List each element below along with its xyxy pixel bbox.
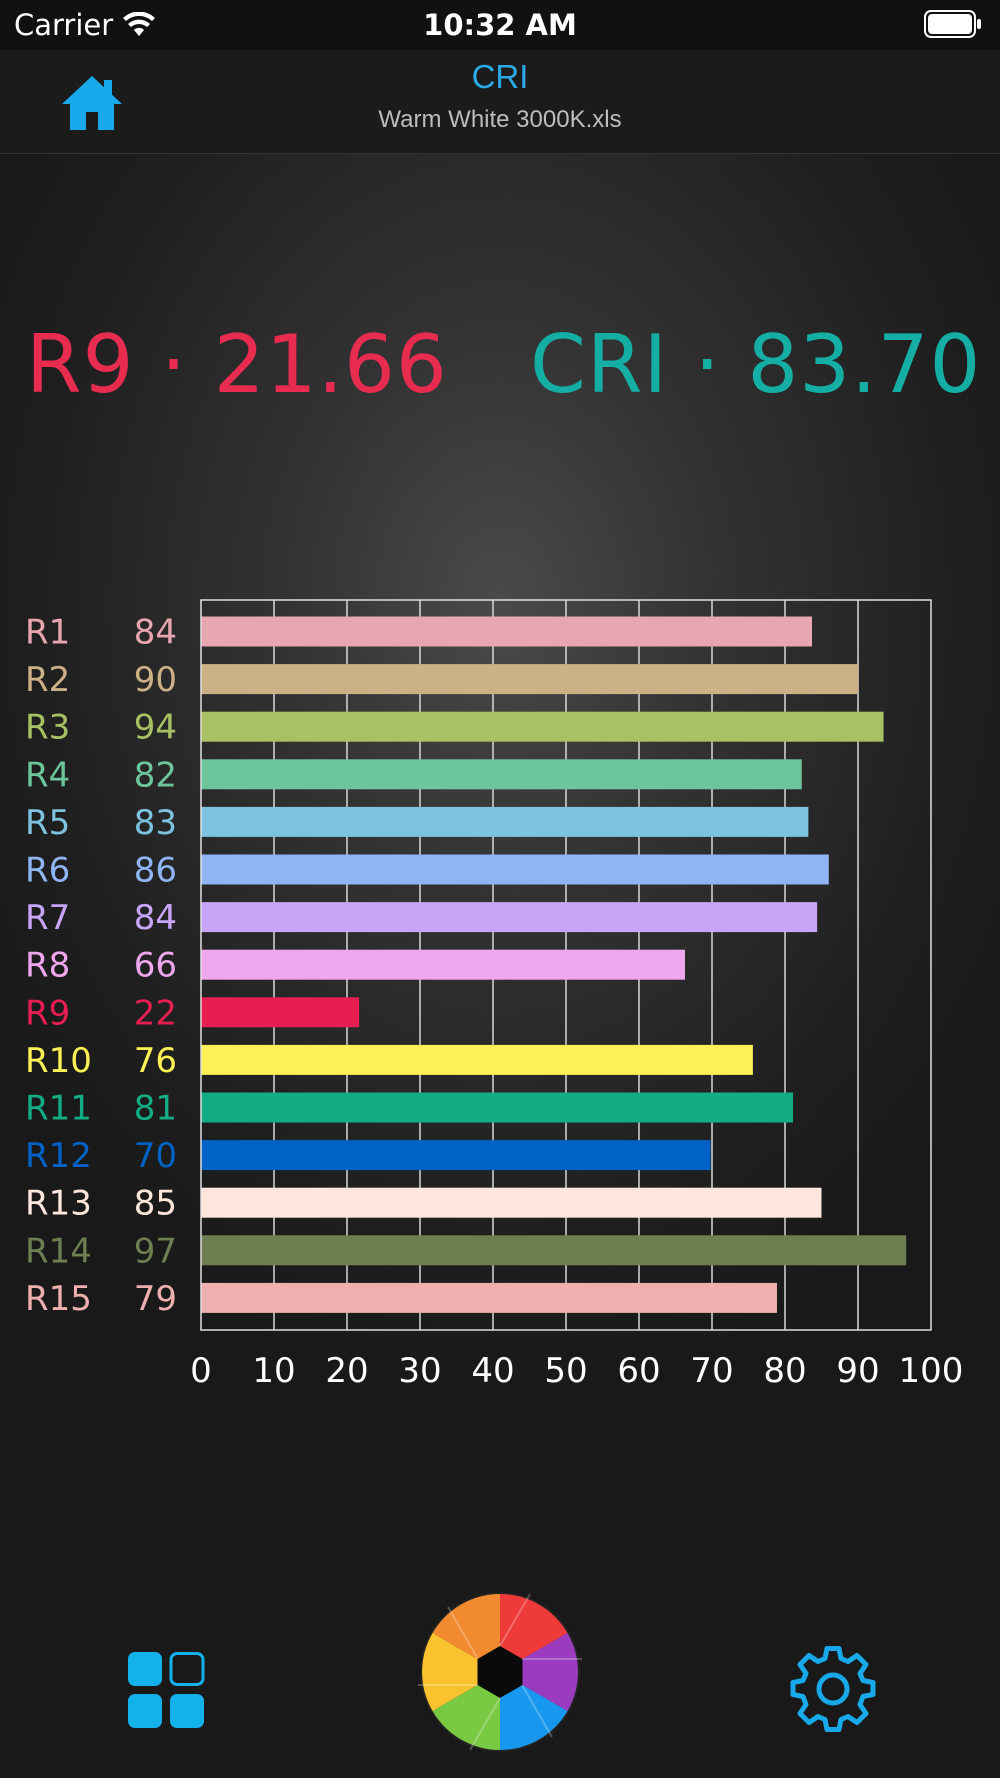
x-tick-90: 90 bbox=[836, 1351, 879, 1390]
category-label-r2: R2 bbox=[25, 660, 70, 700]
camera-shutter-icon[interactable] bbox=[418, 1590, 582, 1754]
x-tick-60: 60 bbox=[617, 1351, 660, 1390]
category-label-r12: R12 bbox=[25, 1136, 92, 1176]
bar-r6 bbox=[201, 854, 829, 885]
cri-bar-chart: R1 84 R2 90 R3 94 R4 82 R5 83 R6 86 R7 84 R8 66 R9 22 R10 7… bbox=[25, 599, 964, 1390]
category-label-r11: R11 bbox=[25, 1089, 92, 1129]
value-label-r9: 22 bbox=[134, 993, 177, 1033]
bar-r7 bbox=[201, 902, 818, 933]
wifi-icon bbox=[123, 12, 155, 36]
category-label-r8: R8 bbox=[25, 946, 70, 986]
cri-summary-separator: · bbox=[694, 318, 721, 411]
category-label-r3: R3 bbox=[25, 708, 70, 748]
plot-frame bbox=[200, 599, 932, 1331]
value-label-r2: 90 bbox=[134, 660, 177, 700]
bar-r4 bbox=[201, 759, 802, 790]
bar-r3 bbox=[201, 711, 884, 742]
category-label-r13: R13 bbox=[25, 1184, 92, 1224]
cri-summary: CRI · 83.70 bbox=[530, 318, 981, 411]
bar-r1 bbox=[201, 616, 813, 647]
r9-summary: R9 · 21.66 bbox=[26, 318, 448, 411]
x-tick-70: 70 bbox=[690, 1351, 733, 1390]
status-bar: Carrier 10:32 AM bbox=[0, 0, 1000, 50]
x-tick-20: 20 bbox=[325, 1351, 368, 1390]
tab-bar bbox=[0, 1570, 1000, 1778]
navigation-bar: CRI Warm White 3000K.xls bbox=[0, 50, 1000, 154]
status-time: 10:32 AM bbox=[423, 8, 577, 42]
category-label-r15: R15 bbox=[25, 1279, 92, 1319]
x-tick-80: 80 bbox=[763, 1351, 806, 1390]
value-label-r6: 86 bbox=[134, 851, 177, 891]
x-tick-30: 30 bbox=[398, 1351, 441, 1390]
value-label-r13: 85 bbox=[134, 1184, 177, 1224]
r9-summary-separator: · bbox=[160, 318, 188, 411]
value-label-r8: 66 bbox=[134, 946, 177, 986]
x-tick-10: 10 bbox=[252, 1351, 295, 1390]
value-label-r11: 81 bbox=[134, 1089, 177, 1129]
x-tick-0: 0 bbox=[190, 1351, 212, 1390]
bar-r11 bbox=[201, 1092, 794, 1123]
bar-r12 bbox=[201, 1140, 711, 1171]
bar-r13 bbox=[201, 1187, 822, 1218]
value-label-r4: 82 bbox=[134, 755, 177, 795]
category-label-r7: R7 bbox=[25, 898, 70, 938]
category-label-r1: R1 bbox=[25, 613, 70, 653]
r9-summary-value: 21.66 bbox=[213, 318, 448, 411]
bar-r8 bbox=[201, 949, 685, 980]
bar-r14 bbox=[201, 1235, 907, 1266]
value-label-r12: 70 bbox=[134, 1136, 177, 1176]
gear-icon[interactable] bbox=[786, 1642, 880, 1736]
x-tick-50: 50 bbox=[544, 1351, 587, 1390]
value-label-r10: 76 bbox=[134, 1041, 177, 1081]
category-label-r4: R4 bbox=[25, 755, 70, 795]
value-label-r5: 83 bbox=[134, 803, 177, 843]
grid-icon[interactable] bbox=[126, 1650, 206, 1730]
bar-r5 bbox=[201, 806, 809, 837]
battery-icon bbox=[924, 10, 981, 38]
category-label-r9: R9 bbox=[25, 993, 70, 1033]
bar-r9 bbox=[201, 997, 360, 1028]
file-name: Warm White 3000K.xls bbox=[378, 106, 622, 133]
cri-summary-label: CRI bbox=[530, 318, 669, 411]
carrier-label: Carrier bbox=[14, 8, 114, 42]
category-label-r6: R6 bbox=[25, 851, 70, 891]
value-label-r1: 84 bbox=[134, 613, 177, 653]
bar-r15 bbox=[201, 1282, 777, 1313]
r9-summary-label: R9 bbox=[26, 318, 135, 411]
value-label-r7: 84 bbox=[134, 898, 177, 938]
category-label-r14: R14 bbox=[25, 1231, 92, 1271]
home-icon[interactable] bbox=[60, 74, 124, 132]
cri-summary-value: 83.70 bbox=[747, 318, 982, 411]
page-title: CRI bbox=[471, 58, 529, 95]
category-label-r5: R5 bbox=[25, 803, 70, 843]
bar-r2 bbox=[201, 664, 858, 695]
value-label-r3: 94 bbox=[134, 708, 177, 748]
category-label-r10: R10 bbox=[25, 1041, 92, 1081]
value-label-r15: 79 bbox=[134, 1279, 177, 1319]
x-tick-40: 40 bbox=[471, 1351, 514, 1390]
bar-r10 bbox=[201, 1044, 753, 1075]
value-label-r14: 97 bbox=[134, 1231, 177, 1271]
x-tick-100: 100 bbox=[899, 1351, 964, 1390]
